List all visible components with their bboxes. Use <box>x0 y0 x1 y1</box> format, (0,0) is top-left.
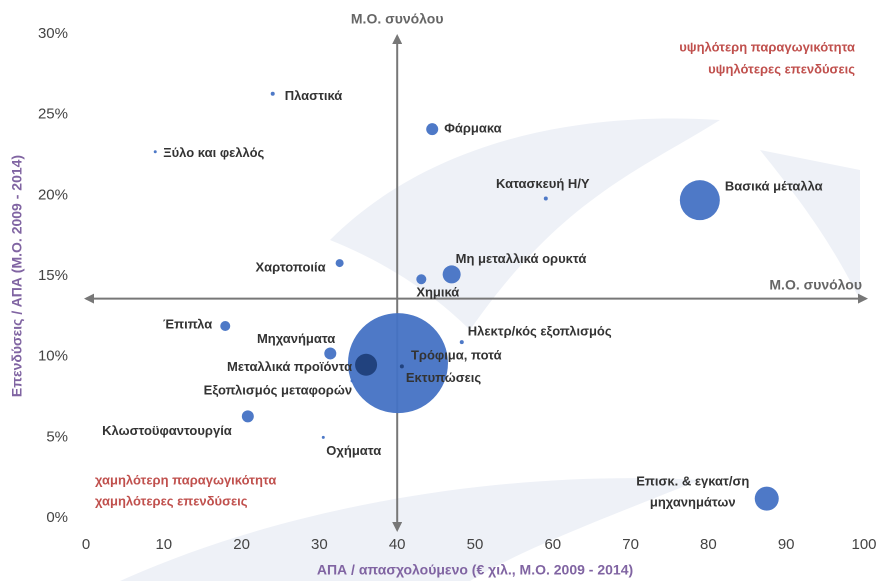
x-tick-label: 30 <box>311 536 328 553</box>
point-label: Οχήματα <box>326 443 381 458</box>
x-tick-label: 20 <box>233 536 250 553</box>
x-tick-label: 80 <box>700 536 717 553</box>
y-tick-label: 15% <box>38 267 68 284</box>
bubble <box>350 379 354 383</box>
point-label: Τρόφιμα, ποτά <box>411 348 502 363</box>
bubble <box>321 435 325 439</box>
bubble <box>347 313 448 414</box>
point-label: Επισκ. & εγκατ/ση μηχανημάτων <box>636 474 749 510</box>
bubble <box>220 321 231 332</box>
y-tick-label: 5% <box>46 428 68 445</box>
y-tick-label: 10% <box>38 348 68 365</box>
bubble <box>324 347 337 360</box>
y-axis-title: Επενδύσεις / ΑΠΑ (Μ.Ο. 2009 - 2014) <box>9 155 25 397</box>
x-tick-label: 90 <box>778 536 795 553</box>
bubble <box>426 123 439 136</box>
bubble <box>754 486 779 511</box>
quadrant-note: χαμηλότερη παραγωγικότητα <box>95 472 276 487</box>
point-label: Ξύλο και φελλός <box>163 145 264 160</box>
bubble <box>679 180 720 221</box>
bubble <box>270 91 275 96</box>
point-label: Πλαστικά <box>285 88 343 103</box>
bubble <box>459 340 464 345</box>
point-label: Χαρτοποιία <box>256 260 326 275</box>
point-label: Χημικά <box>416 285 459 300</box>
point-label: Έπιπλα <box>163 316 212 331</box>
x-tick-label: 10 <box>155 536 172 553</box>
point-label: Κλωστοϋφαντουργία <box>102 423 232 438</box>
bubble <box>416 274 427 285</box>
bubble <box>442 265 461 284</box>
point-label: Μεταλλικά προϊόντα <box>227 359 352 374</box>
x-tick-label: 70 <box>622 536 639 553</box>
reference-label: Μ.Ο. συνόλου <box>351 11 444 27</box>
x-tick-label: 0 <box>82 536 90 553</box>
x-axis-title: ΑΠΑ / απασχολούμενο (€ χιλ., Μ.Ο. 2009 -… <box>317 562 633 578</box>
x-tick-label: 60 <box>544 536 561 553</box>
y-tick-label: 30% <box>38 25 68 42</box>
bubble <box>355 353 378 376</box>
reference-label: Μ.Ο. συνόλου <box>769 276 862 292</box>
point-label: Εκτυπώσεις <box>406 370 482 385</box>
quadrant-note: υψηλότερες επενδύσεις <box>708 61 855 76</box>
point-label: Εξοπλισμός μεταφορών <box>204 382 352 397</box>
point-label: Βασικά μέταλλα <box>725 179 823 194</box>
bubble <box>399 364 404 369</box>
quadrant-note: χαμηλότερες επενδύσεις <box>95 493 248 508</box>
point-label: Μηχανήματα <box>257 331 335 346</box>
watermark <box>120 118 860 581</box>
x-tick-label: 50 <box>467 536 484 553</box>
point-label: Μη μεταλλικά ορυκτά <box>456 251 587 266</box>
point-label: Φάρμακα <box>444 121 501 136</box>
x-tick-label: 100 <box>851 536 876 553</box>
y-tick-label: 0% <box>46 509 68 526</box>
bubble <box>241 410 254 423</box>
bubble <box>153 150 157 154</box>
bubble <box>543 196 548 201</box>
y-tick-label: 20% <box>38 186 68 203</box>
quadrant-note: υψηλότερη παραγωγικότητα <box>679 39 855 54</box>
point-label: Ηλεκτρ/κός εξοπλισμός <box>468 324 612 339</box>
point-label: Κατασκευή Η/Υ <box>496 176 590 191</box>
bubble <box>335 259 344 268</box>
y-tick-label: 25% <box>38 106 68 123</box>
x-tick-label: 40 <box>389 536 406 553</box>
